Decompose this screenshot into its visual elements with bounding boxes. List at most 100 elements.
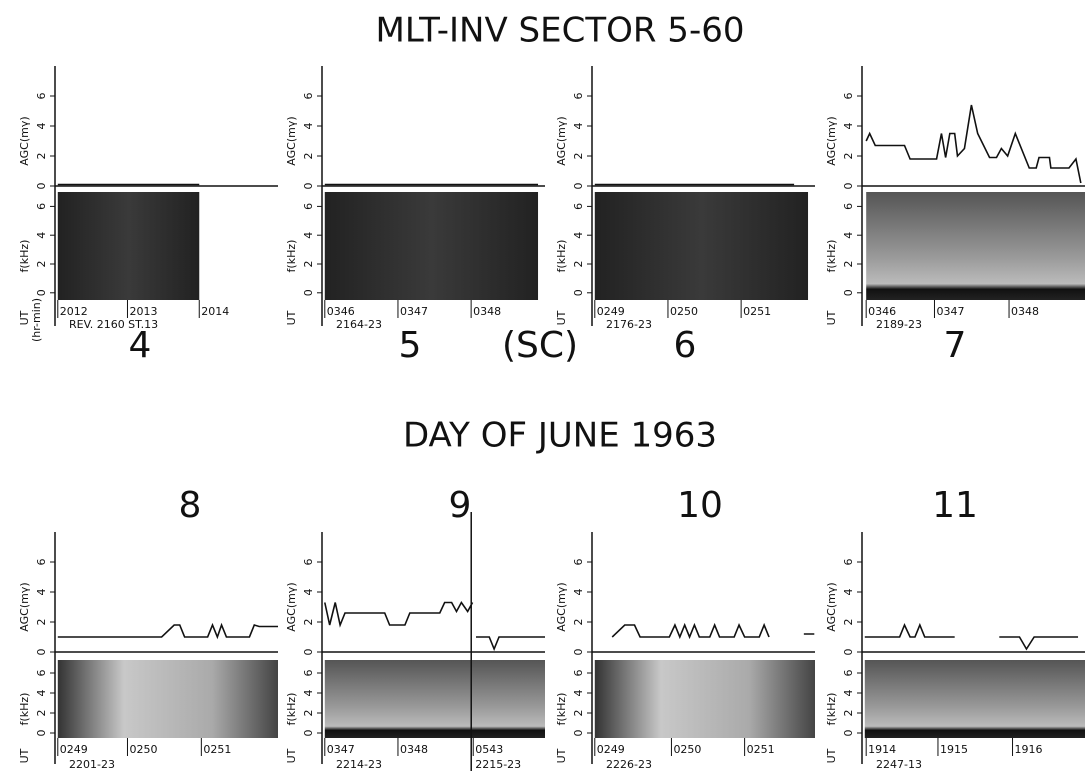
x-axis-label: UT xyxy=(825,748,838,763)
x-tick-label: 0347 xyxy=(327,743,355,756)
y-tick-label: 6 xyxy=(842,93,855,100)
f-tick-label: 4 xyxy=(35,690,48,697)
f-axis-label: f(kHz) xyxy=(18,240,31,273)
y-tick-label: 2 xyxy=(302,153,315,160)
sc-label: (SC) xyxy=(502,325,578,366)
y-tick-label: 2 xyxy=(842,153,855,160)
y-axis-label: AGC(mγ) xyxy=(555,582,568,631)
spectrogram xyxy=(594,660,815,738)
rev-label: REV. 2160 ST.13 xyxy=(69,318,158,331)
f-tick-label: 0 xyxy=(572,730,585,737)
x-tick-label: 0348 xyxy=(473,305,501,318)
day-label: 4 xyxy=(129,325,152,366)
f-tick-label: 0 xyxy=(35,730,48,737)
x-tick-label: 0249 xyxy=(597,305,625,318)
y-tick-label: 4 xyxy=(302,589,315,596)
x-axis-label: UT xyxy=(285,310,298,325)
rev-label: 2214-23 xyxy=(336,758,382,771)
y-tick-label: 0 xyxy=(35,183,48,190)
x-tick-label: 0348 xyxy=(1011,305,1039,318)
spectrogram xyxy=(594,192,809,300)
f-tick-label: 6 xyxy=(302,670,315,677)
y-axis-label: AGC(mγ) xyxy=(825,116,838,165)
y-axis-label: AGC(mγ) xyxy=(555,116,568,165)
f-tick-label: 4 xyxy=(842,690,855,697)
day-label: 8 xyxy=(179,485,202,526)
y-axis-label: AGC(mγ) xyxy=(18,116,31,165)
y-tick-label: 2 xyxy=(302,619,315,626)
y-tick-label: 6 xyxy=(302,93,315,100)
y-tick-label: 4 xyxy=(35,123,48,130)
day-label: 11 xyxy=(932,485,978,526)
rev-label: 2176-23 xyxy=(606,318,652,331)
day-label: 10 xyxy=(677,485,723,526)
y-tick-label: 2 xyxy=(842,619,855,626)
y-tick-label: 0 xyxy=(842,183,855,190)
spectrogram xyxy=(864,660,1085,738)
rev-label: 2247-13 xyxy=(876,758,922,771)
x-tick-label: 2014 xyxy=(201,305,229,318)
y-tick-label: 4 xyxy=(35,589,48,596)
f-axis-label: f(kHz) xyxy=(555,693,568,726)
y-tick-label: 2 xyxy=(572,153,585,160)
y-tick-label: 2 xyxy=(35,619,48,626)
y-tick-label: 4 xyxy=(842,123,855,130)
f-tick-label: 2 xyxy=(35,261,48,268)
x-tick-label: 0249 xyxy=(597,743,625,756)
x-tick-label: 0347 xyxy=(936,305,964,318)
day-label: 6 xyxy=(674,325,697,366)
rev-label: 2215-23 xyxy=(475,758,521,771)
figure-title: MLT-INV SECTOR 5-60 xyxy=(376,11,745,51)
x-tick-label: 0251 xyxy=(743,305,771,318)
y-tick-label: 6 xyxy=(572,559,585,566)
f-tick-label: 2 xyxy=(572,710,585,717)
f-tick-label: 0 xyxy=(302,289,315,296)
x-tick-label: 2013 xyxy=(129,305,157,318)
y-axis-label: AGC(mγ) xyxy=(285,582,298,631)
f-tick-label: 4 xyxy=(302,232,315,239)
f-tick-label: 4 xyxy=(35,232,48,239)
f-axis-label: f(kHz) xyxy=(285,240,298,273)
y-axis-label: AGC(mγ) xyxy=(825,582,838,631)
y-tick-label: 6 xyxy=(572,93,585,100)
y-tick-label: 4 xyxy=(842,589,855,596)
y-tick-label: 0 xyxy=(572,183,585,190)
y-tick-label: 0 xyxy=(35,649,48,656)
y-tick-label: 0 xyxy=(302,649,315,656)
figure-subtitle: DAY OF JUNE 1963 xyxy=(403,416,717,456)
f-tick-label: 2 xyxy=(842,261,855,268)
rev-label: 2164-23 xyxy=(336,318,382,331)
day-label: 5 xyxy=(399,325,422,366)
x-axis-label: UT xyxy=(825,310,838,325)
x-axis-unit: (hr-min) xyxy=(30,298,43,342)
x-tick-label: 2012 xyxy=(60,305,88,318)
day-label: 7 xyxy=(944,325,967,366)
f-tick-label: 4 xyxy=(302,690,315,697)
y-axis-label: AGC(mγ) xyxy=(18,582,31,631)
x-tick-label: 0543 xyxy=(475,743,503,756)
rev-label: 2226-23 xyxy=(606,758,652,771)
f-tick-label: 0 xyxy=(35,289,48,296)
spectrogram xyxy=(324,192,539,300)
f-tick-label: 2 xyxy=(572,261,585,268)
agc-line xyxy=(324,600,545,652)
f-tick-label: 6 xyxy=(35,203,48,210)
y-tick-label: 4 xyxy=(302,123,315,130)
f-axis-label: f(kHz) xyxy=(555,240,568,273)
y-axis-label: AGC(mγ) xyxy=(285,116,298,165)
f-axis-label: f(kHz) xyxy=(825,240,838,273)
agc-line xyxy=(864,622,1079,651)
x-tick-label: 1915 xyxy=(940,743,968,756)
agc-line xyxy=(57,622,278,640)
x-tick-label: 0249 xyxy=(60,743,88,756)
x-tick-label: 1914 xyxy=(868,743,896,756)
x-axis-label: UT xyxy=(18,748,31,763)
f-tick-label: 0 xyxy=(842,730,855,737)
x-tick-label: 0251 xyxy=(747,743,775,756)
y-tick-label: 2 xyxy=(572,619,585,626)
spectrogram xyxy=(866,192,1085,300)
y-tick-label: 0 xyxy=(842,649,855,656)
f-tick-label: 6 xyxy=(572,670,585,677)
f-tick-label: 4 xyxy=(842,232,855,239)
